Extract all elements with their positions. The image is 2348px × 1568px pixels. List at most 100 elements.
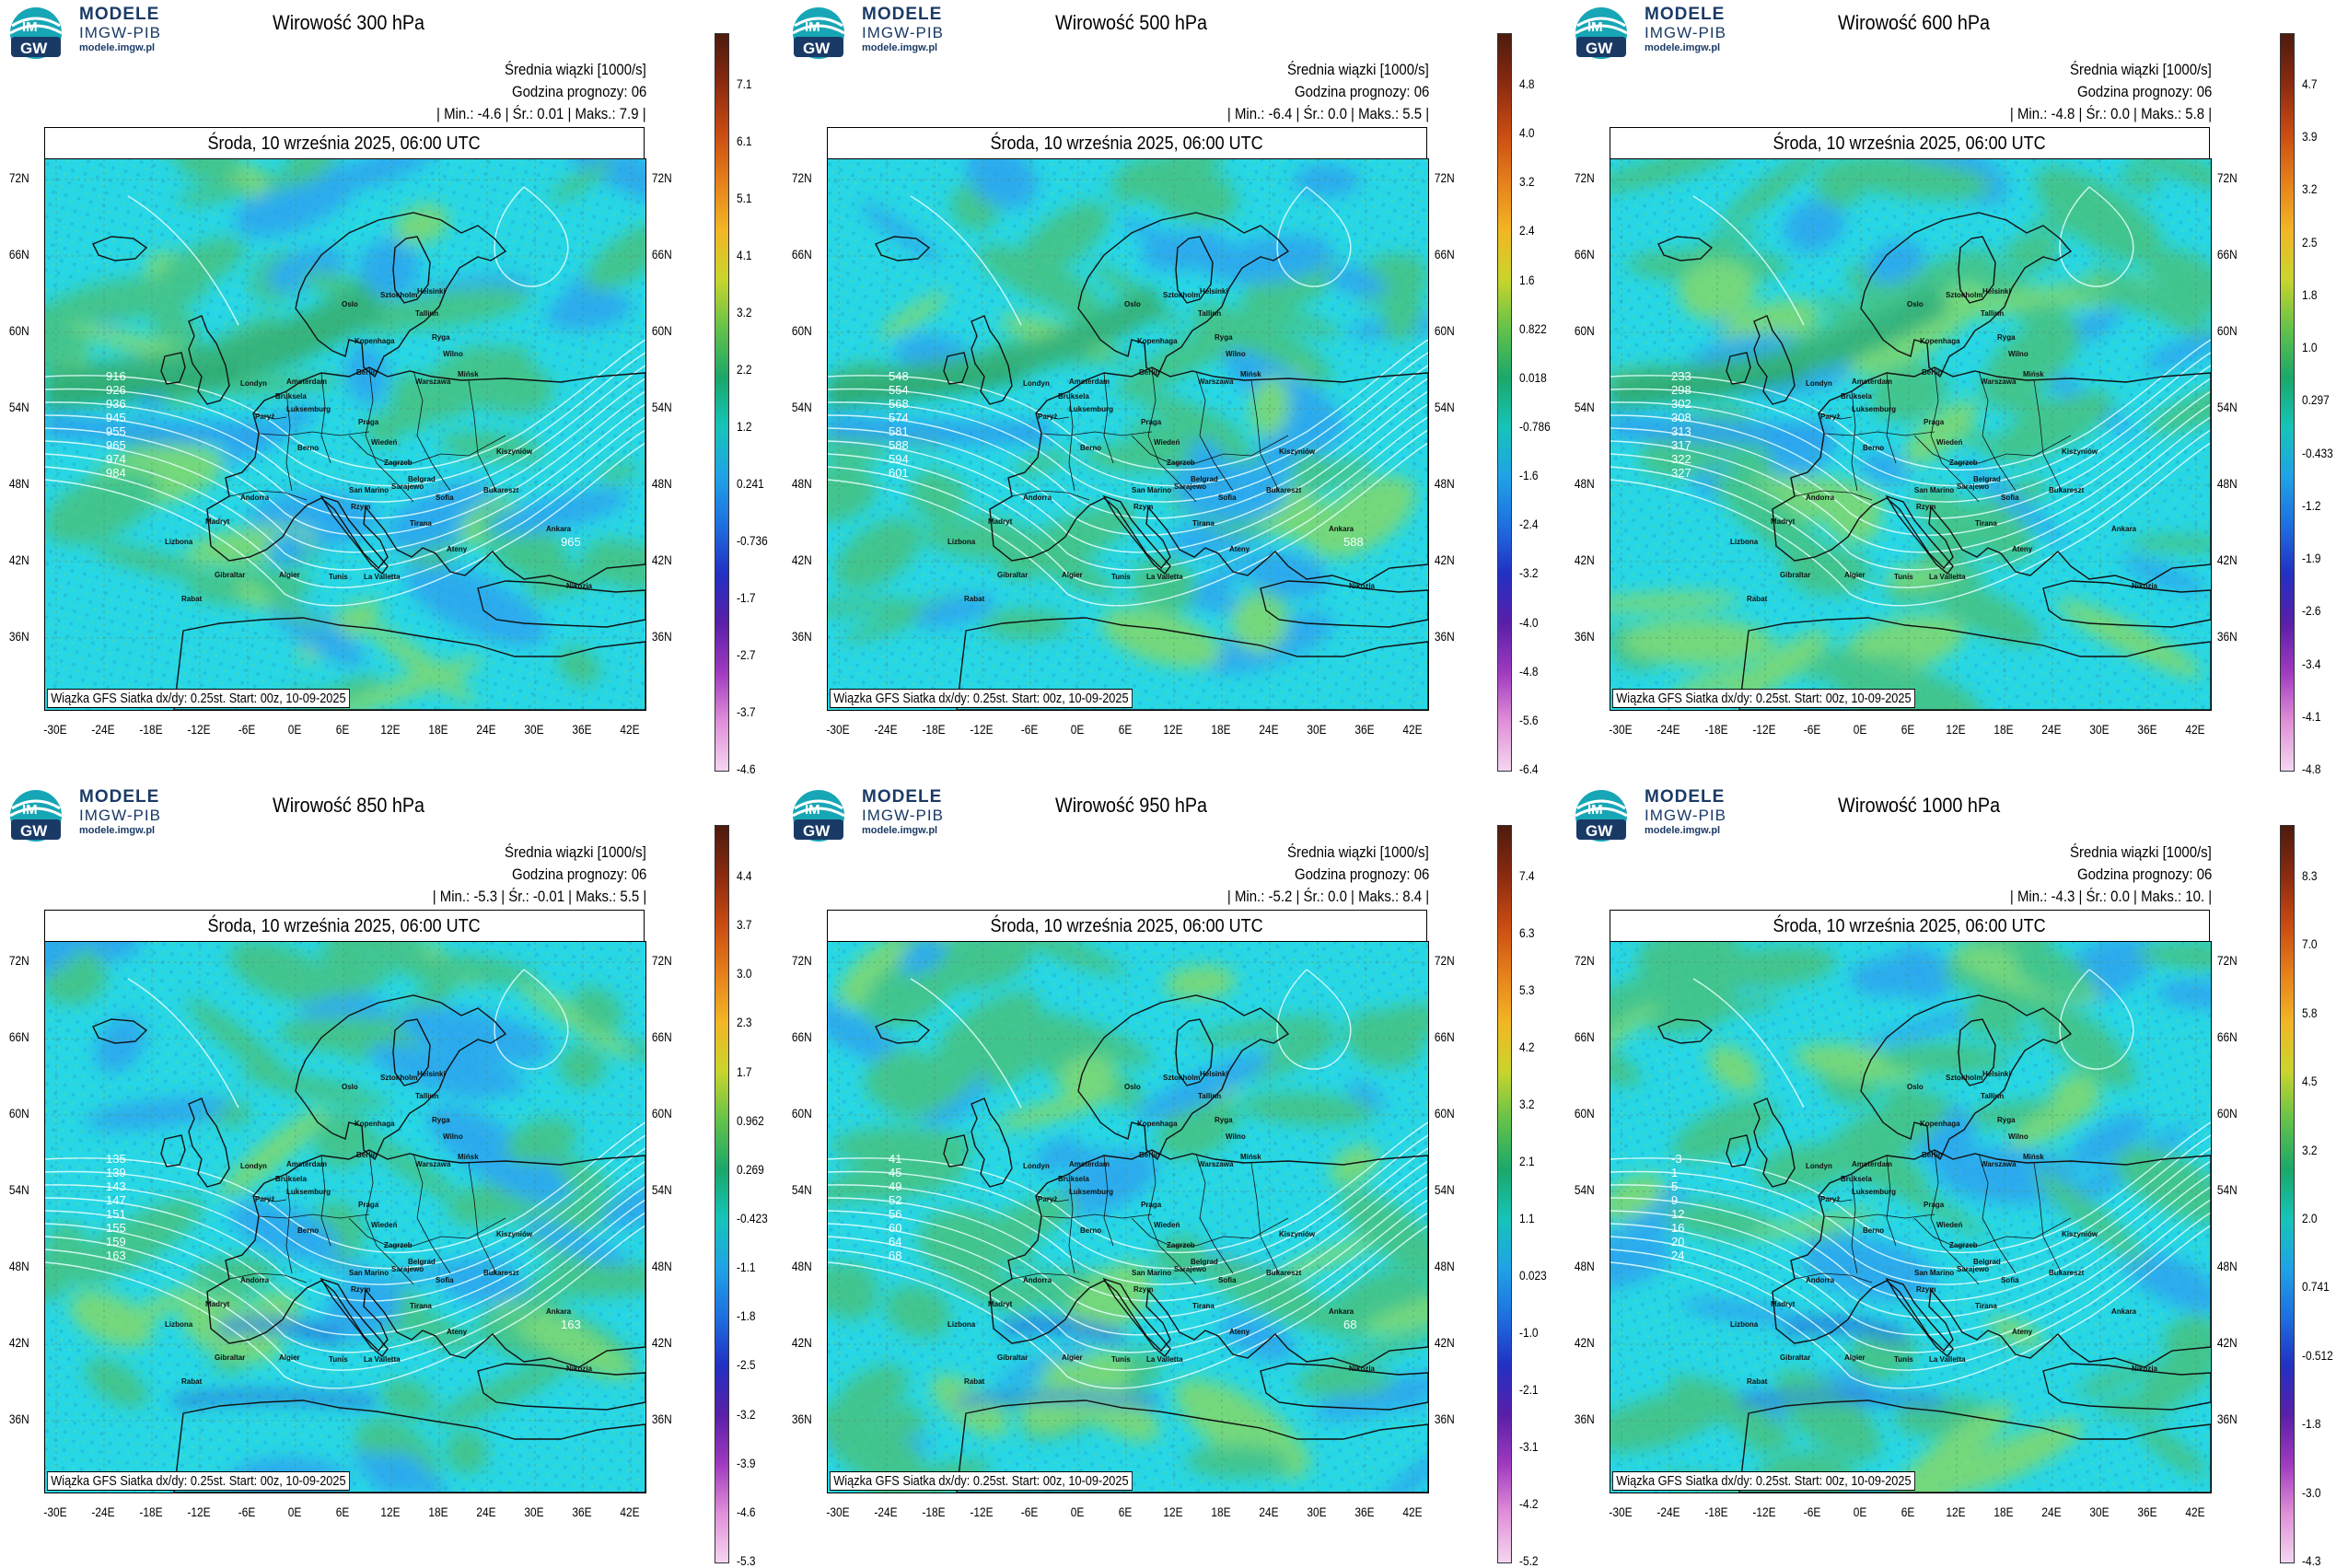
- lon-label: 0E: [1853, 1504, 1867, 1519]
- date-text: Środa, 10 września 2025, 06:00 UTC: [990, 916, 1264, 936]
- vorticity-map: 41 45 49 52 56 60 64 68 68 Oslo Sztokholm Helsinki T…: [827, 941, 1429, 1493]
- city-label: Tirana: [1975, 519, 1997, 528]
- lon-label: 6E: [1900, 722, 1915, 737]
- lon-label: -30E: [43, 1504, 67, 1519]
- city-label: Praga: [1141, 418, 1162, 426]
- svg-text:GW: GW: [803, 822, 831, 840]
- city-label: Zagrzeb: [1167, 1241, 1195, 1249]
- lat-label: 42N: [791, 1335, 812, 1350]
- svg-text:IM: IM: [805, 19, 820, 35]
- colorbar-tick-label: 1.1: [1519, 1211, 1535, 1225]
- city-label: Gibraltar: [1780, 571, 1810, 579]
- contour-label: 984: [106, 466, 126, 480]
- city-label: Berlin: [1922, 368, 1943, 377]
- city-label: Luksemburg: [1852, 1188, 1896, 1196]
- lon-label: 42E: [620, 1504, 640, 1519]
- city-label: Belgrad: [1973, 1258, 2001, 1266]
- lat-label: 42N: [8, 552, 29, 567]
- city-label: Bukareszt: [2049, 486, 2085, 494]
- forecast-hour: Godzina prognozy: 06: [2076, 865, 2212, 883]
- city-label: Sztokholm: [1946, 291, 1982, 299]
- lon-label: -6E: [1803, 722, 1821, 737]
- city-label: Paryż: [1820, 412, 1840, 421]
- city-label: Oslo: [342, 1083, 358, 1091]
- city-label: Rzym: [351, 1285, 370, 1294]
- colorbar-tick-label: 4.2: [1519, 1040, 1535, 1054]
- city-label: Bukareszt: [1266, 486, 1302, 494]
- city-label: Ankara: [1329, 525, 1354, 533]
- city-label: Berlin: [1139, 1151, 1160, 1159]
- city-label: Luksemburg: [1069, 405, 1113, 413]
- contour-label: 568: [889, 397, 909, 411]
- colorbar: [715, 825, 729, 1563]
- contour-label: 139: [106, 1166, 126, 1179]
- contour-label: 926: [106, 383, 126, 397]
- city-label: Rabat: [964, 595, 985, 603]
- lat-label: 42N: [1434, 552, 1455, 567]
- city-label: Madryt: [1771, 517, 1796, 526]
- city-label: Tallinn: [1198, 309, 1221, 318]
- colorbar-tick-label: 4.5: [2302, 1074, 2318, 1089]
- city-label: Oslo: [342, 300, 358, 308]
- contour-label: 974: [106, 452, 126, 466]
- lon-label: 18E: [1211, 1504, 1231, 1519]
- lon-label: 18E: [1993, 1504, 2014, 1519]
- colorbar-tick-label: 3.2: [2302, 1142, 2318, 1157]
- date-text: Środa, 10 września 2025, 06:00 UTC: [1773, 134, 2047, 154]
- city-label: Berno: [297, 1226, 319, 1235]
- city-label: Tunis: [1894, 573, 1913, 581]
- city-label: Kiszyniów: [1279, 447, 1316, 456]
- city-label: Berlin: [1139, 368, 1160, 377]
- city-label: Zagrzeb: [384, 1241, 413, 1249]
- lon-label: 36E: [1354, 722, 1375, 737]
- colorbar-tick-label: -2.6: [2302, 603, 2321, 619]
- contour-label: 155: [106, 1221, 126, 1235]
- city-label: Oslo: [1907, 300, 1924, 308]
- lat-label: 72N: [791, 953, 812, 968]
- colorbar-tick-label: 0.962: [737, 1112, 764, 1128]
- city-label: Wiedeń: [1936, 1221, 1962, 1229]
- colorbar-tick-label: 3.2: [2302, 181, 2318, 197]
- imgw-logo: IM GW: [792, 7, 845, 59]
- contour-label: 147: [106, 1193, 126, 1207]
- colorbar-tick-label: 0.741: [2302, 1279, 2330, 1295]
- lon-label: 18E: [1993, 722, 2014, 737]
- brand-block: MODELE IMGW-PIB modele.imgw.pl: [862, 6, 944, 53]
- city-label: Tirana: [1192, 1302, 1215, 1310]
- lat-label: 72N: [8, 953, 29, 968]
- city-label: Algier: [1844, 571, 1866, 579]
- lon-label: 24E: [2041, 1504, 2062, 1519]
- lat-label: 36N: [651, 629, 672, 644]
- date-bar: Środa, 10 września 2025, 06:00 UTC: [827, 910, 1427, 943]
- imgw-logo: IM GW: [1575, 790, 1628, 842]
- lat-label: 72N: [1434, 170, 1455, 185]
- city-label: Lizbona: [165, 538, 193, 546]
- colorbar-tick-label: 0.297: [2302, 392, 2330, 408]
- lat-label: 66N: [2216, 247, 2238, 261]
- city-label: Zagrzeb: [1949, 459, 1978, 467]
- city-label: Warszawa: [1981, 377, 2017, 386]
- contour-label: 298: [1671, 383, 1691, 397]
- city-label: Wilno: [2008, 350, 2028, 358]
- city-label: Tunis: [1894, 1355, 1913, 1364]
- lon-label: -12E: [187, 1504, 211, 1519]
- colorbar-tick-label: 3.2: [737, 305, 752, 319]
- contour-label: 20: [1671, 1235, 1684, 1249]
- colorbar-tick-label: -1.8: [737, 1308, 756, 1324]
- colorbar-tick-label: -4.0: [1519, 614, 1539, 630]
- colorbar-tick-label: -4.8: [1519, 663, 1539, 679]
- colorbar-tick-label: -2.1: [1519, 1382, 1539, 1397]
- city-label: Praga: [1141, 1201, 1162, 1209]
- date-text: Środa, 10 września 2025, 06:00 UTC: [207, 134, 482, 154]
- lon-label: 12E: [1946, 722, 1966, 737]
- brand-name: MODELE: [862, 5, 943, 24]
- city-label: Algier: [279, 1353, 300, 1362]
- city-label: Lizbona: [165, 1320, 193, 1329]
- colorbar-tick-label: 3.2: [1519, 1097, 1535, 1111]
- city-label: La Valletta: [364, 1355, 401, 1364]
- city-label: Nikozja: [1349, 1365, 1376, 1373]
- stats-line: | Min.: -6.4 | Śr.: 0.0 | Maks.: 5.5 |: [1226, 105, 1429, 122]
- colorbar-tick-label: 4.1: [737, 248, 752, 262]
- contour-label: 588: [1343, 535, 1364, 549]
